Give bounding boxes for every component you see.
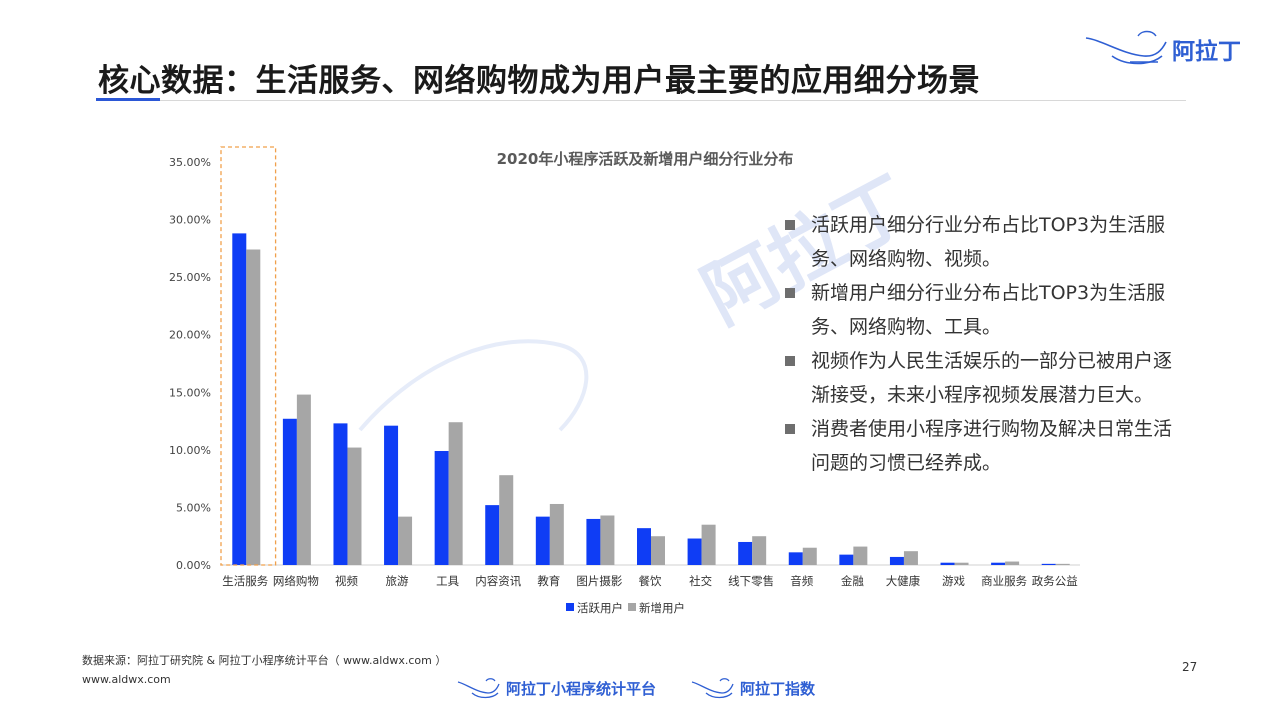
legend: 活跃用户 新增用户 bbox=[566, 601, 685, 615]
bar-active-11 bbox=[738, 541, 753, 565]
bar-new-11 bbox=[752, 536, 767, 565]
footer-brand-label: 阿拉丁小程序统计平台 bbox=[506, 680, 657, 698]
x-tick-label: 旅游 bbox=[386, 574, 409, 588]
bar-active-6 bbox=[485, 505, 500, 565]
lamp-logo-icon bbox=[691, 678, 734, 699]
square-bullet-icon bbox=[785, 424, 795, 434]
x-tick-label: 金融 bbox=[841, 574, 864, 588]
y-tick-label: 5.00% bbox=[176, 501, 211, 514]
x-tick-label: 政务公益 bbox=[1032, 574, 1078, 588]
bar-active-16 bbox=[991, 562, 1006, 565]
website-link[interactable]: www.aldwx.com bbox=[82, 673, 171, 686]
y-tick-label: 15.00% bbox=[169, 386, 211, 399]
bar-active-13 bbox=[839, 554, 854, 565]
y-tick-label: 25.00% bbox=[169, 271, 211, 284]
x-tick-label: 大健康 bbox=[886, 574, 921, 588]
insight-text: 视频作为人民生活娱乐的一部分已被用户逐渐接受，未来小程序视频发展潜力巨大。 bbox=[811, 350, 1173, 406]
insight-text: 活跃用户细分行业分布占比TOP3为生活服务、网络购物、视频。 bbox=[811, 214, 1166, 270]
x-tick-label: 生活服务 bbox=[222, 574, 268, 588]
chart-title: 2020年小程序活跃及新增用户细分行业分布 bbox=[497, 150, 794, 168]
bars bbox=[232, 233, 1070, 566]
x-tick-label: 图片摄影 bbox=[576, 574, 622, 588]
x-tick-label: 内容资讯 bbox=[475, 574, 521, 588]
bar-new-10 bbox=[701, 524, 716, 565]
data-source: 数据来源：阿拉丁研究院 & 阿拉丁小程序统计平台（ www.aldwx.com … bbox=[82, 654, 447, 667]
footer-brand-stats: 阿拉丁小程序统计平台 bbox=[456, 676, 666, 702]
x-tick-label: 社交 bbox=[689, 574, 712, 588]
insight-text: 新增用户细分行业分布占比TOP3为生活服务、网络购物、工具。 bbox=[811, 282, 1166, 338]
bar-active-8 bbox=[586, 518, 601, 565]
x-tick-label: 教育 bbox=[537, 574, 560, 588]
bar-new-14 bbox=[903, 551, 918, 565]
page-title: 核心数据：生活服务、网络购物成为用户最主要的应用细分场景 bbox=[98, 63, 980, 99]
legend-swatch bbox=[566, 603, 574, 611]
insight-item: 视频作为人民生活娱乐的一部分已被用户逐渐接受，未来小程序视频发展潜力巨大。 bbox=[783, 344, 1178, 412]
x-tick-label: 游戏 bbox=[942, 574, 965, 588]
footer-brand-index: 阿拉丁指数 bbox=[690, 676, 830, 702]
bar-new-3 bbox=[347, 447, 362, 565]
x-tick-label: 餐饮 bbox=[639, 574, 662, 588]
bar-new-16 bbox=[1005, 561, 1020, 565]
x-tick-label: 商业服务 bbox=[981, 574, 1027, 588]
lamp-logo-icon bbox=[457, 678, 500, 699]
square-bullet-icon bbox=[785, 220, 795, 230]
bar-active-12 bbox=[788, 552, 803, 565]
insight-item: 消费者使用小程序进行购物及解决日常生活问题的习惯已经养成。 bbox=[783, 412, 1178, 480]
bar-new-17 bbox=[1055, 563, 1070, 565]
bar-active-4 bbox=[384, 425, 399, 565]
bar-active-7 bbox=[535, 516, 550, 565]
insight-list: 活跃用户细分行业分布占比TOP3为生活服务、网络购物、视频。 新增用户细分行业分… bbox=[783, 208, 1178, 480]
bar-active-5 bbox=[434, 451, 449, 565]
x-tick-label: 网络购物 bbox=[273, 574, 319, 588]
bar-active-14 bbox=[889, 556, 904, 565]
y-tick-label: 30.00% bbox=[169, 214, 211, 227]
y-tick-label: 0.00% bbox=[176, 559, 211, 572]
bar-new-7 bbox=[549, 503, 564, 565]
bar-active-9 bbox=[637, 528, 651, 565]
x-tick-label: 音频 bbox=[790, 574, 813, 588]
square-bullet-icon bbox=[785, 288, 795, 298]
lamp-logo-icon bbox=[1085, 30, 1167, 65]
x-tick-label: 线下零售 bbox=[728, 574, 774, 588]
bar-new-6 bbox=[499, 475, 514, 565]
legend-swatch bbox=[628, 603, 636, 611]
footer-brand-label: 阿拉丁指数 bbox=[740, 680, 816, 698]
title-accent-bar bbox=[96, 98, 160, 101]
bar-new-8 bbox=[600, 515, 615, 565]
x-tick-label: 视频 bbox=[335, 574, 358, 588]
bar-new-13 bbox=[853, 546, 868, 565]
x-axis: 生活服务 网络购物 视频 旅游 工具 内容资讯 教育 图片摄影 餐饮 社交 线下零售 音频 金融 大健康 游… bbox=[222, 574, 1077, 588]
page-number: 27 bbox=[1182, 660, 1198, 674]
bar-new-9 bbox=[651, 536, 665, 565]
bar-active-15 bbox=[940, 562, 955, 565]
y-tick-label: 10.00% bbox=[169, 444, 211, 457]
bar-active-10 bbox=[687, 538, 702, 565]
highlight-rect bbox=[220, 146, 277, 566]
bar-new-15 bbox=[954, 562, 969, 565]
highlight-box bbox=[220, 146, 277, 566]
y-tick-label: 35.00% bbox=[169, 156, 211, 169]
insight-text: 消费者使用小程序进行购物及解决日常生活问题的习惯已经养成。 bbox=[811, 418, 1173, 474]
bar-active-1 bbox=[232, 233, 247, 566]
bar-new-12 bbox=[802, 547, 817, 565]
bar-new-5 bbox=[448, 422, 463, 565]
watermark-lamp-icon bbox=[358, 339, 589, 432]
bar-new-4 bbox=[398, 516, 413, 565]
bar-active-17 bbox=[1041, 563, 1056, 565]
insight-item: 新增用户细分行业分布占比TOP3为生活服务、网络购物、工具。 bbox=[783, 276, 1178, 344]
bar-new-1 bbox=[246, 249, 261, 565]
legend-label: 活跃用户 bbox=[577, 601, 623, 615]
bar-new-2 bbox=[296, 394, 311, 565]
y-tick-label: 20.00% bbox=[169, 329, 211, 342]
legend-label: 新增用户 bbox=[639, 601, 685, 615]
bar-active-3 bbox=[333, 423, 348, 565]
x-tick-label: 工具 bbox=[436, 574, 459, 588]
bar-chart: 阿拉丁 2020年小程序活跃及新增用户细分行业分布 0.00%5.00%10.0… bbox=[169, 146, 1080, 615]
bar-active-2 bbox=[282, 418, 297, 565]
title-divider bbox=[96, 100, 1186, 101]
brand-name: 阿拉丁 bbox=[1172, 39, 1241, 65]
insight-item: 活跃用户细分行业分布占比TOP3为生活服务、网络购物、视频。 bbox=[783, 208, 1178, 276]
square-bullet-icon bbox=[785, 356, 795, 366]
